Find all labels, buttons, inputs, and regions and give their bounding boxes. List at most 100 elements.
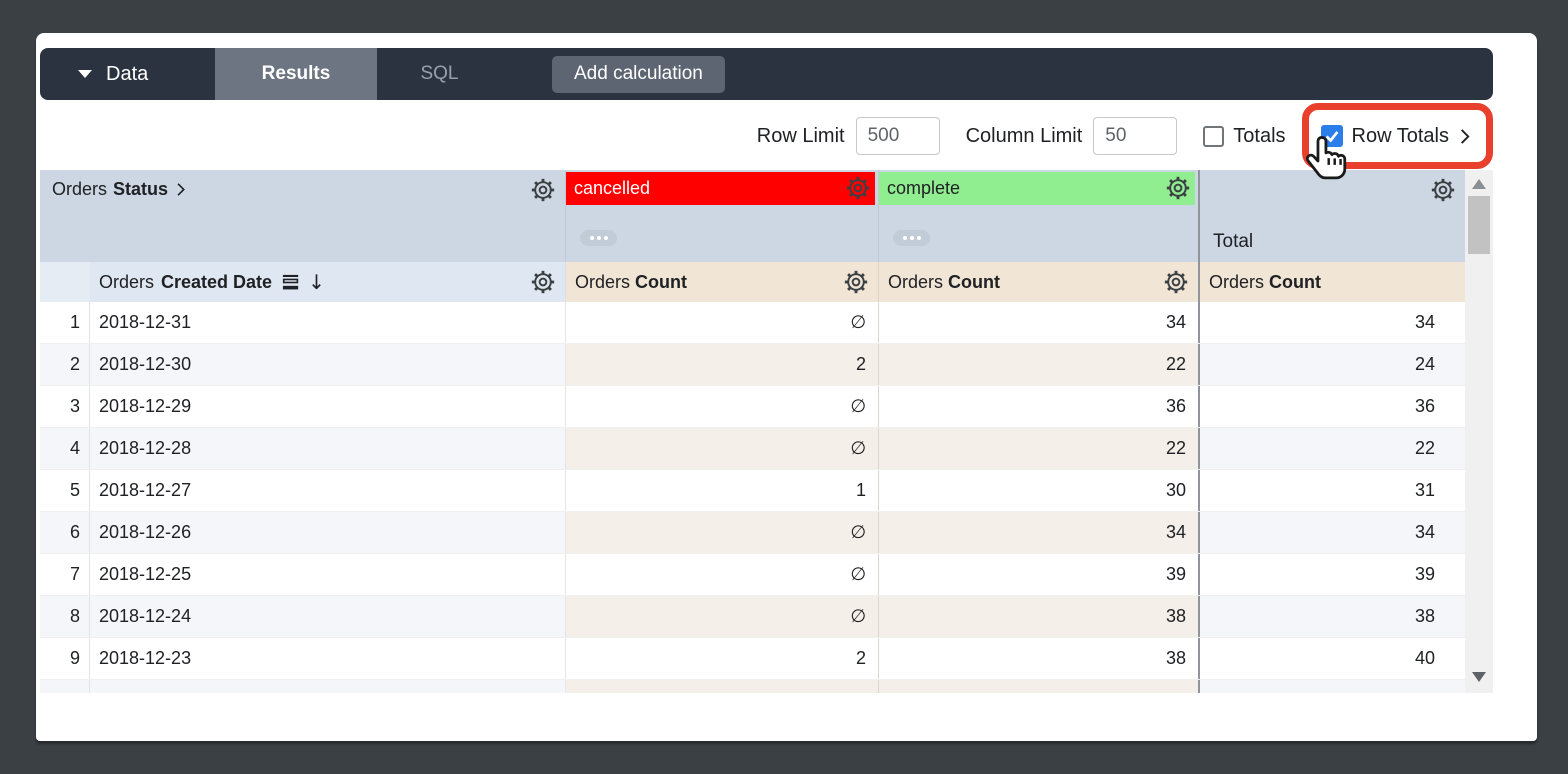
created-date-cell[interactable]: 2018-12-27 [99, 480, 192, 500]
cancelled-count-cell[interactable]: ∅ [565, 302, 878, 343]
cancelled-count-column-header[interactable]: Orders Count [565, 262, 878, 302]
pivot-total-header: Total [1198, 170, 1465, 262]
pivot-dimension-header[interactable]: Orders Status [40, 170, 565, 262]
caret-down-icon [78, 70, 92, 78]
row-total-cell[interactable]: 38 [1198, 680, 1465, 693]
complete-count-cell[interactable]: 34 [878, 302, 1198, 343]
row-number: 10 [40, 680, 90, 693]
row-total-cell[interactable]: 31 [1198, 470, 1465, 511]
complete-count-cell[interactable]: 38 [878, 680, 1198, 693]
measure-name: Count [635, 271, 688, 292]
pivot-header-row: Orders Status cancelled [40, 170, 1465, 262]
field-view-name: Orders [99, 271, 155, 292]
row-number: 6 [40, 512, 90, 553]
expand-chevron-icon[interactable] [174, 181, 187, 198]
complete-count-cell[interactable]: 36 [878, 386, 1198, 427]
ellipsis-menu-icon[interactable] [580, 230, 617, 246]
tab-sql-label: SQL [420, 63, 459, 84]
data-section-label: Data [106, 62, 149, 85]
row-total-cell[interactable]: 34 [1198, 512, 1465, 553]
created-date-cell[interactable]: 2018-12-28 [90, 428, 565, 469]
cancelled-count-cell[interactable]: ∅ [565, 386, 878, 427]
complete-count-cell[interactable]: 38 [878, 638, 1198, 679]
data-section-toggle[interactable]: Data [40, 48, 215, 100]
complete-count-cell[interactable]: 30 [878, 470, 1198, 511]
row-total-cell[interactable]: 39 [1198, 554, 1465, 595]
row-limit-input[interactable] [855, 117, 940, 155]
tab-sql[interactable]: SQL [377, 48, 502, 100]
total-count-column-header[interactable]: Orders Count [1198, 262, 1465, 302]
row-totals-expand-chevron-icon[interactable] [1457, 127, 1472, 146]
pivot-value-cancelled-header: cancelled [565, 170, 878, 262]
pivot-value-label: complete [887, 178, 961, 198]
measure-view-name: Orders [888, 271, 944, 292]
explorer-topbar: Data Results SQL Add calculation [40, 48, 1493, 100]
cancelled-count-cell[interactable]: 1 [565, 470, 878, 511]
table-row: 7 2018-12-25 ∅ 39 39 [40, 554, 1465, 596]
row-total-cell[interactable]: 24 [1198, 344, 1465, 385]
pivot-value-cancelled[interactable]: cancelled [566, 172, 875, 205]
complete-count-cell[interactable]: 34 [878, 512, 1198, 553]
gear-icon[interactable] [1163, 269, 1189, 295]
complete-count-cell[interactable]: 22 [878, 344, 1198, 385]
created-date-cell[interactable]: 2018-12-23 [99, 648, 192, 668]
created-date-cell[interactable]: 2018-12-26 [90, 512, 565, 553]
row-total-cell[interactable]: 34 [1198, 302, 1465, 343]
scroll-down-icon[interactable] [1472, 672, 1486, 682]
gear-icon[interactable] [843, 269, 869, 295]
gear-icon[interactable] [1430, 177, 1456, 203]
scrollbar-thumb[interactable] [1468, 196, 1490, 254]
created-date-cell[interactable]: 2018-12-30 [90, 344, 565, 385]
row-limit-label: Row Limit [756, 124, 845, 147]
cancelled-count-cell[interactable]: 2 [565, 638, 878, 679]
cancelled-count-cell[interactable]: ∅ [565, 680, 878, 693]
gear-icon[interactable] [845, 175, 871, 201]
vertical-scrollbar[interactable] [1465, 170, 1493, 693]
row-total-cell[interactable]: 38 [1198, 596, 1465, 637]
row-totals-checkbox[interactable] [1320, 125, 1343, 147]
table-row: 9 2018-12-23 2 38 40 [40, 638, 1465, 680]
complete-count-cell[interactable]: 38 [878, 596, 1198, 637]
totals-checkbox[interactable] [1203, 125, 1225, 147]
measure-name: Count [1269, 271, 1322, 292]
row-number: 8 [40, 596, 90, 637]
gear-icon[interactable] [530, 177, 556, 203]
cancelled-count-cell[interactable]: 2 [565, 344, 878, 385]
cancelled-count-cell[interactable]: ∅ [565, 428, 878, 469]
complete-count-column-header[interactable]: Orders Count [878, 262, 1198, 302]
gear-icon[interactable] [530, 269, 556, 295]
table-body: 1 2018-12-31 ∅ 34 34 2 2018-12-30 2 22 2… [40, 302, 1465, 693]
row-total-cell[interactable]: 22 [1198, 428, 1465, 469]
totals-label: Totals [1233, 124, 1286, 147]
table-row: 6 2018-12-26 ∅ 34 34 [40, 512, 1465, 554]
tab-results[interactable]: Results [215, 48, 377, 100]
table-row: 2 2018-12-30 2 22 24 [40, 344, 1465, 386]
complete-count-cell[interactable]: 39 [878, 554, 1198, 595]
gear-icon[interactable] [1165, 175, 1191, 201]
field-header-row: Orders Created Date ↓ Orders Count [40, 262, 1465, 302]
tab-results-label: Results [261, 63, 331, 84]
pivot-value-complete[interactable]: complete [879, 172, 1195, 205]
cancelled-count-cell[interactable]: ∅ [565, 596, 878, 637]
row-total-cell[interactable]: 40 [1198, 638, 1465, 679]
created-date-cell[interactable]: 2018-12-31 [99, 312, 192, 332]
created-date-cell[interactable]: 2018-12-29 [99, 396, 192, 416]
cancelled-count-cell[interactable]: ∅ [565, 554, 878, 595]
query-controls: Row Limit Column Limit Totals Row Totals [40, 99, 1493, 173]
sort-descending-icon: ↓ [308, 270, 325, 294]
created-date-column-header[interactable]: Orders Created Date ↓ [90, 262, 565, 302]
created-date-cell[interactable]: 2018-12-24 [90, 596, 565, 637]
scroll-up-icon[interactable] [1472, 179, 1486, 189]
field-name: Created Date [161, 271, 273, 292]
created-date-cell[interactable]: 2018-12-25 [99, 564, 192, 584]
row-total-cell[interactable]: 36 [1198, 386, 1465, 427]
measure-view-name: Orders [575, 271, 631, 292]
cancelled-count-cell[interactable]: ∅ [565, 512, 878, 553]
ellipsis-menu-icon[interactable] [893, 230, 930, 246]
table-row: 10 2018-12-22 ∅ 38 38 [40, 680, 1465, 693]
column-limit-input[interactable] [1093, 117, 1178, 155]
created-date-cell[interactable]: 2018-12-22 [90, 680, 565, 693]
complete-count-cell[interactable]: 22 [878, 428, 1198, 469]
add-calculation-button[interactable]: Add calculation [552, 55, 725, 93]
row-number: 1 [40, 302, 90, 343]
